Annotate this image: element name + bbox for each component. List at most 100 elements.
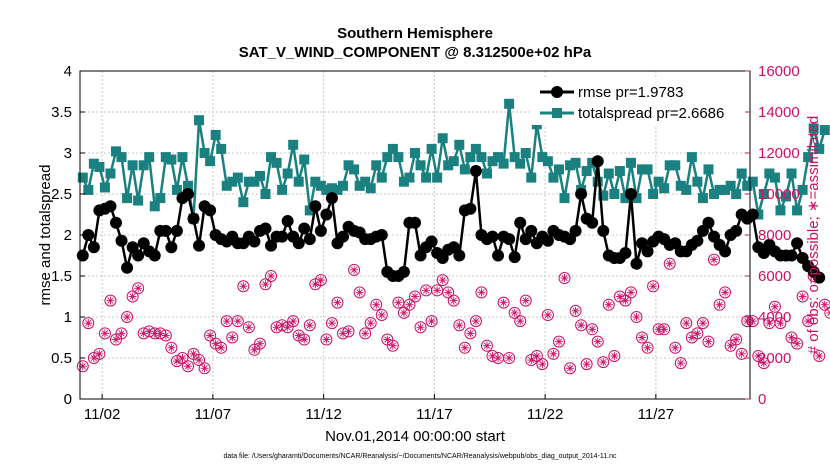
obs-assimilated-marker	[516, 317, 525, 326]
obs-assimilated-marker	[427, 317, 436, 326]
spread-point	[553, 164, 564, 175]
rmse-point	[148, 249, 161, 262]
obs-possible-marker	[702, 335, 715, 348]
obs-possible-marker	[204, 329, 217, 342]
obs-assimilated-stroke	[245, 324, 253, 331]
y-right-tick-label: 10000	[758, 186, 800, 203]
obs-assimilated-stroke	[162, 332, 169, 339]
obs-assimilated-marker	[355, 288, 364, 297]
obs-assimilated-stroke	[605, 301, 612, 308]
obs-assimilated-marker	[460, 343, 469, 352]
obs-assimilated-stroke	[428, 317, 435, 325]
spread-point	[448, 156, 459, 167]
rmse-layer	[76, 155, 826, 284]
rmse-point	[109, 216, 122, 229]
obs-possible-marker	[824, 306, 830, 319]
obs-assimilated-marker	[322, 335, 331, 344]
obs-assimilated-stroke	[539, 361, 546, 368]
spread-point	[780, 191, 791, 202]
obs-assimilated-marker	[676, 359, 685, 368]
legend-rmse-label: rmse pr=1.9783	[578, 84, 683, 101]
spread-layer	[77, 98, 830, 224]
obs-assimilated-stroke	[577, 322, 585, 329]
obs-assimilated-marker	[100, 329, 109, 338]
obs-assimilated-stroke	[583, 361, 590, 368]
obs-assimilated-stroke	[771, 303, 779, 310]
spread-point	[260, 189, 271, 199]
spread-point	[659, 183, 670, 194]
spread-point	[731, 189, 742, 199]
spread-point	[487, 156, 498, 167]
rmse-point	[525, 224, 538, 237]
obs-assimilated-marker	[765, 319, 774, 328]
obs-assimilated-stroke	[323, 336, 330, 343]
obs-assimilated-marker	[388, 341, 397, 350]
spread-point	[277, 184, 288, 195]
spread-point	[620, 193, 631, 204]
obs-assimilated-stroke	[727, 342, 734, 349]
obs-assimilated-marker	[621, 296, 630, 305]
rmse-point	[785, 249, 798, 262]
rmse-point	[630, 257, 643, 270]
obs-assimilated-stroke	[506, 354, 513, 362]
obs-possible-marker	[181, 360, 194, 373]
obs-possible-marker	[425, 315, 438, 328]
spread-point	[238, 197, 249, 208]
obs-possible-marker	[253, 337, 266, 350]
obs-assimilated-marker	[599, 358, 608, 367]
spread-point	[249, 176, 260, 187]
obs-possible-marker	[386, 339, 399, 352]
spread-point	[83, 184, 94, 195]
spread-point	[160, 152, 171, 163]
obs-assimilated-stroke	[672, 344, 679, 351]
spread-point	[343, 160, 354, 171]
obs-assimilated-stroke	[212, 340, 219, 347]
spread-point	[127, 160, 138, 171]
spread-point	[387, 143, 398, 154]
rmse-point	[508, 251, 521, 264]
obs-assimilated-stroke	[528, 356, 535, 364]
obs-possible-marker	[370, 298, 383, 311]
obs-assimilated-stroke	[439, 276, 446, 284]
spread-point	[603, 168, 614, 179]
obs-assimilated-stroke	[406, 301, 413, 308]
obs-possible-marker	[325, 317, 338, 330]
obs-assimilated-stroke	[566, 365, 574, 372]
obs-assimilated-marker	[145, 327, 154, 336]
obs-possible-marker	[76, 360, 89, 373]
obs-assimilated-marker	[327, 319, 336, 328]
spread-point	[415, 160, 426, 171]
obs-assimilated-stroke	[522, 297, 529, 304]
obs-assimilated-marker	[433, 286, 442, 295]
obs-assimilated-stroke	[793, 340, 801, 347]
obs-assimilated-stroke	[450, 297, 457, 304]
obs-possible-marker	[630, 311, 643, 323]
obs-assimilated-marker	[394, 298, 403, 307]
spread-point	[365, 183, 376, 194]
obs-assimilated-stroke	[168, 344, 175, 351]
obs-possible-marker	[314, 274, 327, 287]
ticks: 0 0.5 1 1.5 2 2.5 3 3.5 4 0 2000 4000 6000 8000 10000 1…	[51, 63, 800, 423]
obs-assimilated-stroke	[445, 289, 452, 296]
obs-assimilated-stroke	[627, 289, 635, 296]
spread-point	[758, 189, 769, 199]
obs-assimilated-marker	[715, 300, 724, 309]
spread-point	[769, 172, 780, 183]
obs-assimilated-marker	[361, 329, 370, 338]
obs-possible-marker	[231, 315, 244, 328]
spread-point	[210, 129, 221, 140]
y-left-tick-label: 1.5	[51, 268, 72, 285]
obs-possible-marker	[469, 315, 482, 328]
spread-point	[625, 157, 636, 168]
obs-assimilated-marker	[189, 349, 198, 358]
obs-possible-marker	[647, 280, 660, 293]
obs-assimilated-marker	[649, 282, 658, 291]
rmse-point	[503, 233, 516, 246]
obs-possible-marker	[735, 347, 748, 360]
obs-assimilated-marker	[233, 317, 242, 326]
spread-point	[675, 180, 686, 191]
spread-point	[177, 152, 188, 163]
obs-assimilated-marker	[84, 319, 93, 328]
obs-assimilated-marker	[449, 296, 458, 305]
obs-assimilated-marker	[566, 364, 575, 373]
